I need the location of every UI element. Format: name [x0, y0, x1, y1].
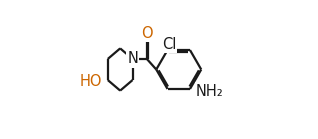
Text: N: N: [127, 51, 138, 66]
Text: NH₂: NH₂: [196, 84, 224, 99]
Text: Cl: Cl: [162, 37, 176, 52]
Text: O: O: [141, 26, 153, 41]
Text: HO: HO: [80, 74, 102, 89]
